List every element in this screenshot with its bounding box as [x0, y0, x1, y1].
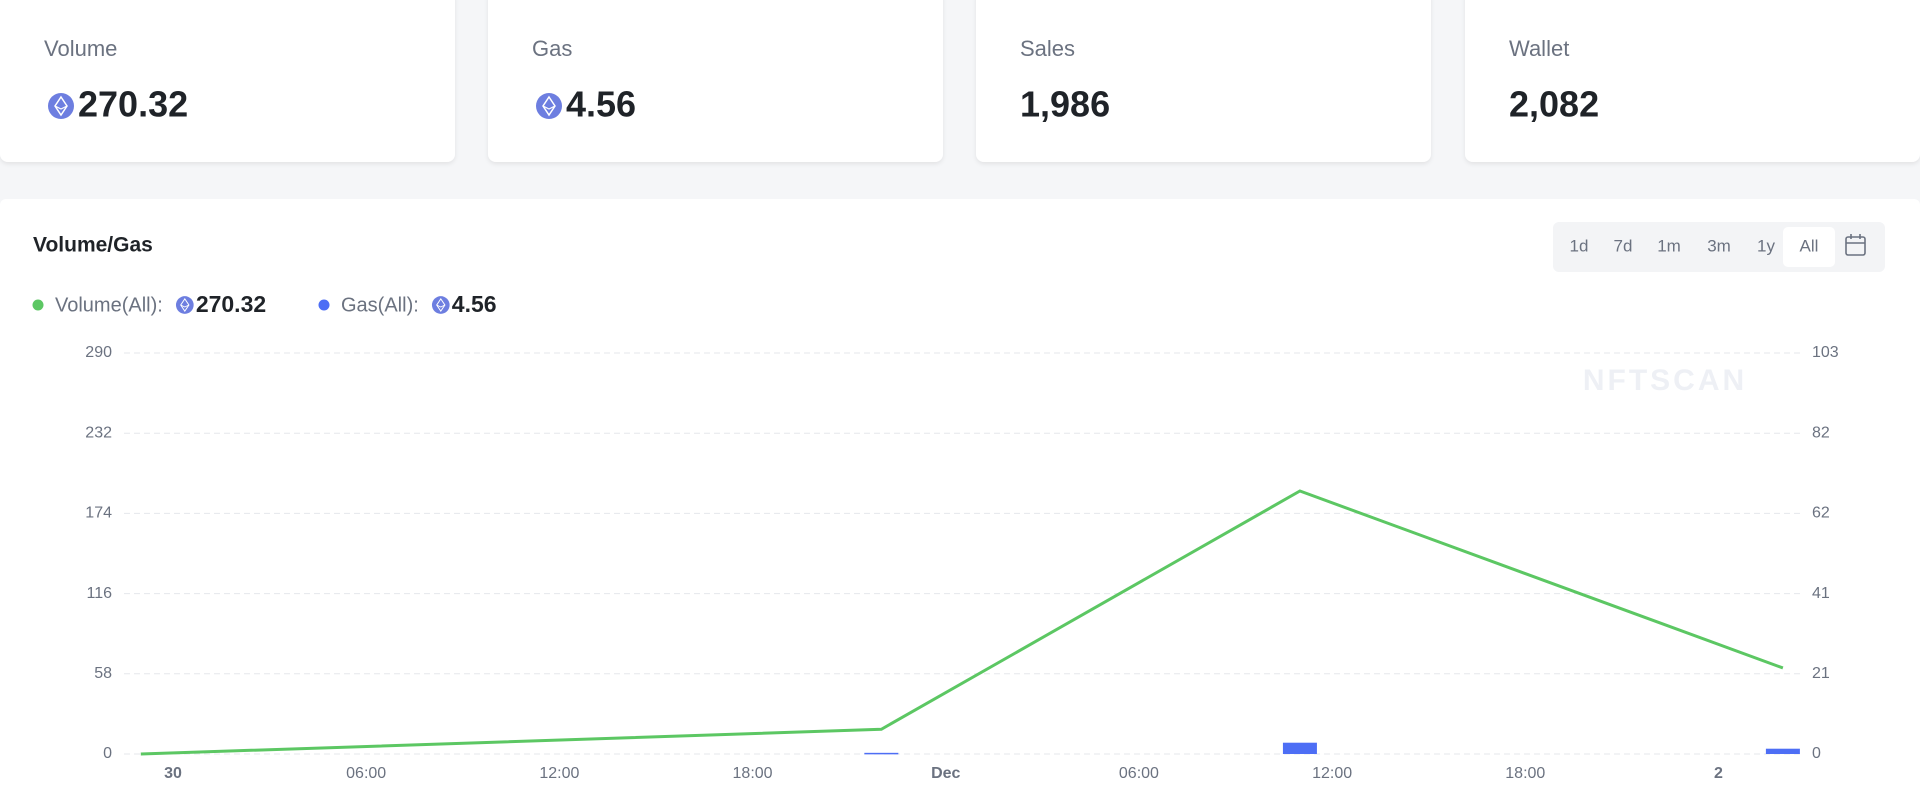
volume-line — [140, 489, 1784, 756]
range-button[interactable]: 7d — [1614, 236, 1633, 255]
y-tick-label: 232 — [85, 424, 112, 441]
x-tick-label: 06:00 — [346, 765, 386, 782]
calendar-icon[interactable] — [1845, 234, 1866, 256]
x-tick-label: 12:00 — [539, 765, 579, 782]
y2-tick-label: 103 — [1812, 344, 1839, 361]
y-tick-label: 174 — [85, 505, 112, 522]
y-tick-label: 290 — [85, 344, 112, 361]
y2-tick-label: 21 — [1812, 665, 1830, 682]
stat-label: Sales — [1020, 36, 1075, 61]
chart-card — [0, 199, 1920, 786]
y-tick-label: 0 — [103, 745, 112, 762]
stat-card — [488, 0, 943, 162]
stat-value: 270.32 — [78, 84, 188, 125]
y2-tick-label: 82 — [1812, 424, 1830, 441]
stat-card — [1465, 0, 1920, 162]
eth-icon — [535, 92, 563, 120]
gas-bar — [1765, 748, 1800, 754]
stat-label: Gas — [532, 36, 572, 61]
y2-tick-label: 62 — [1812, 505, 1830, 522]
stat-value: 4.56 — [566, 84, 636, 125]
x-tick-label: 12:00 — [1312, 765, 1352, 782]
legend-value: 270.32 — [196, 291, 266, 317]
range-button[interactable]: 1y — [1757, 236, 1775, 255]
gas-bar — [1282, 742, 1317, 754]
x-tick-label: Dec — [931, 765, 960, 782]
x-tick-label: 2 — [1714, 765, 1723, 782]
legend-label: Gas(All): — [341, 294, 419, 316]
y-tick-label: 116 — [86, 585, 112, 602]
eth-icon — [175, 295, 195, 315]
y2-tick-label: 0 — [1812, 745, 1821, 762]
range-button[interactable]: 1m — [1657, 236, 1681, 255]
stat-label: Wallet — [1509, 36, 1569, 61]
gas-bar — [864, 752, 899, 755]
range-button[interactable]: All — [1800, 236, 1819, 255]
stat-card — [0, 0, 455, 162]
legend-dot — [318, 299, 330, 311]
x-tick-label: 18:00 — [1505, 765, 1545, 782]
legend-label: Volume(All): — [55, 294, 163, 316]
stat-value: 2,082 — [1509, 84, 1599, 125]
chart-title: Volume/Gas — [33, 234, 153, 257]
stat-label: Volume — [44, 36, 117, 61]
legend-dot — [32, 299, 44, 311]
range-button[interactable]: 1d — [1570, 236, 1589, 255]
range-active — [1783, 227, 1835, 267]
x-tick-label: 18:00 — [733, 765, 773, 782]
x-tick-label: 06:00 — [1119, 765, 1159, 782]
watermark: NFTSCAN — [1583, 364, 1747, 397]
y2-tick-label: 41 — [1812, 585, 1830, 602]
range-button[interactable]: 3m — [1707, 236, 1731, 255]
eth-icon — [47, 92, 75, 120]
legend-value: 4.56 — [452, 291, 497, 317]
y-tick-label: 58 — [94, 665, 112, 682]
stat-card — [976, 0, 1431, 162]
eth-icon — [431, 295, 451, 315]
x-tick-label: 30 — [164, 765, 182, 782]
stat-value: 1,986 — [1020, 84, 1110, 125]
